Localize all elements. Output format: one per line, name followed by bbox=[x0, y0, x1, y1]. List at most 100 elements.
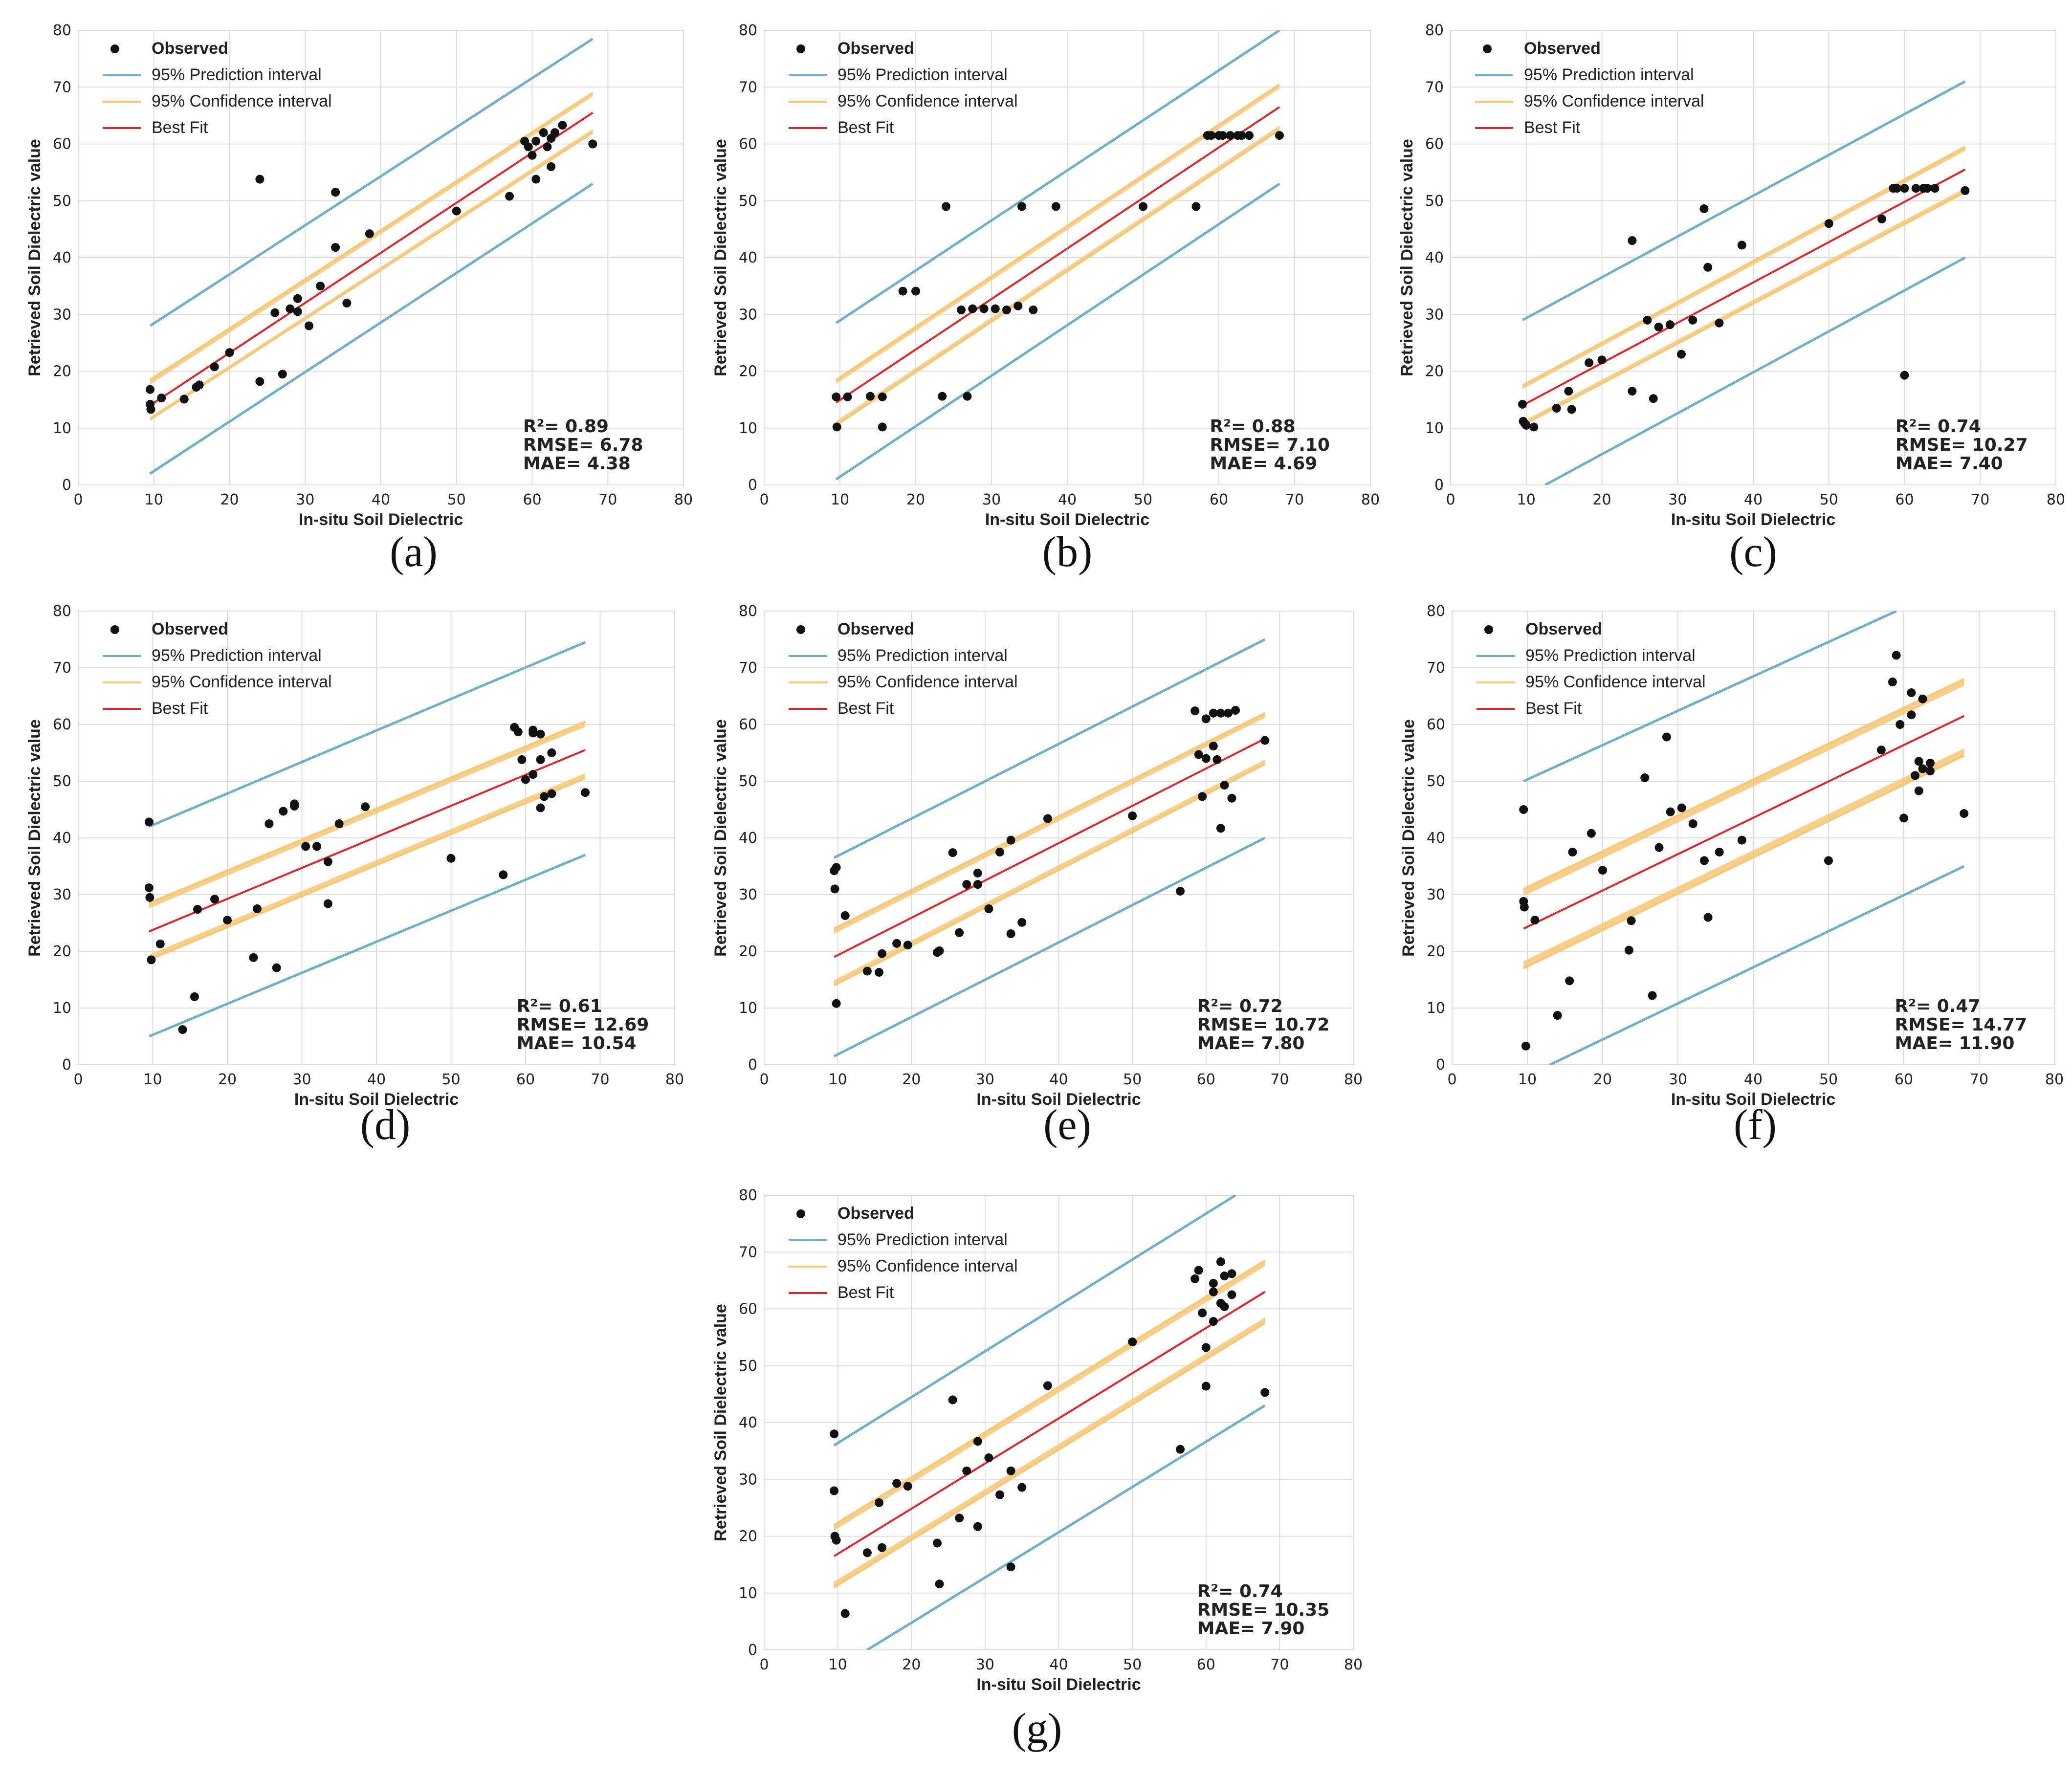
confidence-line-lower bbox=[149, 132, 594, 420]
observed-point bbox=[1961, 186, 1970, 195]
best-fit-line bbox=[149, 749, 586, 933]
observed-point bbox=[935, 946, 944, 955]
observed-point bbox=[1911, 184, 1920, 193]
observed-point bbox=[1665, 320, 1675, 329]
legend-observed-marker bbox=[796, 1209, 805, 1218]
observed-point bbox=[1587, 829, 1596, 838]
observed-point bbox=[866, 392, 875, 401]
observed-point bbox=[270, 308, 280, 317]
plot-content bbox=[832, 30, 1284, 481]
legend-observed-label: Observed bbox=[838, 39, 914, 58]
observed-point bbox=[1209, 1317, 1218, 1326]
observed-point bbox=[144, 817, 154, 827]
x-tick-label: 30 bbox=[1668, 491, 1687, 508]
observed-point bbox=[290, 799, 299, 809]
prediction-line-lower bbox=[1549, 865, 1965, 1065]
y-tick-label: 30 bbox=[53, 886, 71, 903]
observed-point bbox=[195, 380, 204, 390]
observed-point bbox=[1737, 241, 1746, 250]
legend-confidence-label: 95% Confidence interval bbox=[838, 1257, 1018, 1275]
y-tick-label: 60 bbox=[739, 136, 757, 153]
y-tick-label: 20 bbox=[1427, 943, 1445, 960]
observed-point bbox=[948, 848, 957, 857]
observed-point bbox=[253, 904, 262, 913]
observed-point bbox=[955, 928, 964, 937]
observed-point bbox=[1585, 358, 1594, 368]
observed-point bbox=[1699, 204, 1709, 214]
confidence-band-upper bbox=[834, 713, 1265, 934]
x-tick-label: 50 bbox=[1819, 1071, 1838, 1088]
y-tick-label: 10 bbox=[739, 1585, 757, 1602]
y-tick-label: 50 bbox=[739, 773, 757, 790]
observed-point bbox=[312, 842, 321, 851]
observed-point bbox=[144, 883, 154, 893]
observed-point bbox=[223, 916, 232, 925]
observed-point bbox=[1209, 742, 1218, 751]
observed-point bbox=[874, 1498, 883, 1507]
legend-observed-label: Observed bbox=[838, 1204, 914, 1223]
observed-point bbox=[1876, 746, 1886, 755]
x-axis-title: In-situ Soil Dielectric bbox=[976, 1090, 1141, 1109]
observed-point bbox=[1567, 405, 1576, 414]
legend-observed-marker bbox=[796, 625, 805, 634]
observed-point bbox=[1553, 1011, 1562, 1020]
observed-point bbox=[1006, 1466, 1015, 1475]
y-tick-label: 20 bbox=[1425, 363, 1444, 380]
y-tick-label: 0 bbox=[1436, 1056, 1445, 1074]
x-tick-label: 60 bbox=[516, 1071, 535, 1088]
observed-point bbox=[1260, 1388, 1270, 1397]
legend-observed-label: Observed bbox=[1525, 620, 1602, 638]
prediction-line-upper bbox=[833, 638, 1266, 859]
y-tick-label: 50 bbox=[739, 1358, 757, 1375]
best-fit-line bbox=[834, 1291, 1266, 1557]
observed-point bbox=[157, 394, 166, 403]
confidence-line-lower bbox=[836, 129, 1280, 426]
y-axis-title: Retrieved Soil Dielectric value bbox=[711, 139, 730, 376]
x-tick-label: 30 bbox=[292, 1071, 311, 1088]
observed-point bbox=[1715, 318, 1724, 328]
observed-point bbox=[1552, 404, 1561, 413]
y-tick-label: 60 bbox=[53, 136, 71, 153]
observed-point bbox=[911, 286, 920, 296]
observed-point bbox=[935, 1580, 944, 1589]
x-tick-label: 20 bbox=[1592, 491, 1611, 508]
x-tick-label: 50 bbox=[1134, 491, 1152, 508]
observed-point bbox=[1896, 720, 1905, 729]
y-tick-label: 0 bbox=[748, 477, 757, 494]
prediction-line-lower bbox=[149, 182, 594, 475]
legend-observed-label: Observed bbox=[838, 620, 914, 638]
observed-point bbox=[862, 1548, 872, 1558]
prediction-line-lower bbox=[148, 854, 586, 1038]
observed-point bbox=[963, 392, 972, 401]
observed-point bbox=[942, 202, 950, 211]
y-tick-label: 10 bbox=[739, 420, 757, 437]
legend: Observed 95% Prediction interval 95% Confi… bbox=[103, 39, 332, 137]
x-tick-label: 40 bbox=[1049, 1656, 1068, 1673]
legend-observed-marker bbox=[110, 625, 119, 634]
prediction-line-lower bbox=[835, 182, 1280, 481]
observed-point bbox=[832, 1536, 841, 1545]
x-tick-label: 80 bbox=[674, 491, 693, 508]
observed-point bbox=[973, 880, 982, 889]
y-tick-label: 30 bbox=[1425, 306, 1444, 323]
plot-content bbox=[1518, 80, 1970, 485]
legend-observed-marker bbox=[1483, 44, 1492, 53]
y-tick-label: 10 bbox=[1425, 420, 1444, 437]
legend-best-fit-label: Best Fit bbox=[838, 1283, 894, 1302]
x-tick-label: 10 bbox=[829, 1071, 847, 1088]
legend-prediction-label: 95% Prediction interval bbox=[152, 66, 322, 84]
x-tick-label: 60 bbox=[1895, 1071, 1913, 1088]
y-tick-label: 0 bbox=[62, 477, 71, 494]
confidence-band-upper bbox=[1523, 679, 1964, 897]
observed-point bbox=[190, 992, 199, 1001]
observed-point bbox=[505, 192, 514, 201]
x-tick-label: 0 bbox=[759, 1656, 769, 1673]
y-tick-label: 20 bbox=[739, 363, 757, 380]
legend-observed-marker bbox=[110, 44, 119, 53]
observed-point bbox=[1176, 887, 1185, 896]
x-tick-label: 70 bbox=[1270, 1071, 1289, 1088]
observed-point bbox=[1139, 202, 1147, 211]
observed-point bbox=[255, 175, 265, 184]
observed-point bbox=[938, 392, 947, 401]
observed-point bbox=[272, 963, 281, 972]
